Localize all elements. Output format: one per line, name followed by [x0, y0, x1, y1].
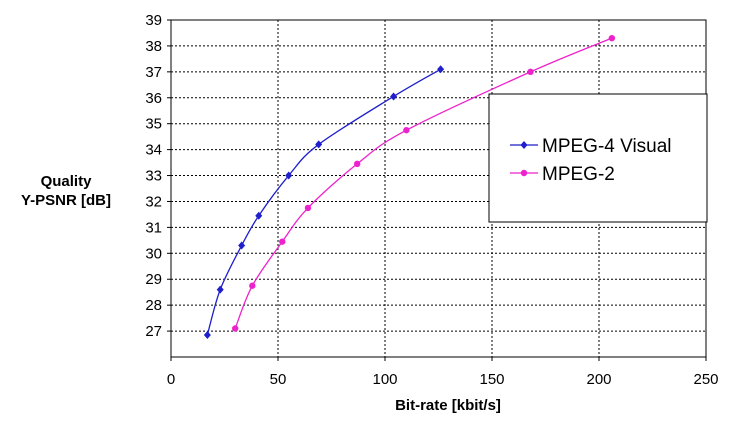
legend-label: MPEG-4 Visual [542, 136, 672, 157]
y-tick-label: 36 [145, 90, 162, 107]
x-axis-title: Bit-rate [kbit/s] [395, 397, 501, 414]
y-tick-label: 28 [145, 297, 162, 314]
y-axis-title-line-1: Quality [41, 173, 93, 190]
x-tick-label: 100 [372, 371, 397, 388]
y-tick-label: 27 [145, 323, 162, 340]
data-point [238, 241, 246, 250]
data-point [304, 204, 312, 212]
y-axis: 27 28 29 30 31 32 33 34 35 36 37 38 39 [145, 12, 171, 340]
series-line [206, 68, 441, 336]
series-1 [232, 34, 616, 332]
y-tick-label: 30 [145, 245, 162, 262]
y-axis-title-line-2: Y-PSNR [dB] [21, 192, 111, 209]
data-point [390, 92, 398, 101]
legend-marker [520, 169, 528, 177]
y-tick-label: 32 [145, 193, 162, 210]
legend-item: MPEG-4 Visual [510, 136, 672, 157]
data-point [216, 285, 224, 294]
data-point [279, 238, 286, 245]
y-tick-label: 34 [145, 142, 162, 159]
y-tick-label: 31 [145, 219, 162, 236]
legend-item: MPEG-2 [510, 164, 615, 185]
y-tick-label: 39 [145, 12, 162, 29]
data-point [315, 140, 323, 149]
data-point [403, 126, 410, 134]
data-point [608, 34, 616, 42]
legend: MPEG-4 Visual MPEG-2 [488, 93, 708, 223]
legend-marker [520, 141, 528, 149]
legend-label: MPEG-2 [542, 164, 615, 185]
y-tick-label: 29 [145, 271, 162, 288]
y-tick-label: 38 [145, 38, 162, 55]
y-tick-label: 35 [145, 116, 162, 133]
x-tick-label: 0 [167, 371, 175, 388]
x-tick-label: 200 [586, 371, 611, 388]
x-tick-label: 150 [479, 371, 504, 388]
x-axis: 0 50 100 150 200 250 [167, 357, 719, 388]
legend-box [488, 93, 708, 223]
data-point [249, 282, 256, 289]
y-tick-label: 37 [145, 64, 162, 81]
x-tick-label: 250 [693, 371, 718, 388]
data-point [527, 68, 534, 76]
y-tick-label: 33 [145, 168, 162, 185]
series-layer [203, 34, 616, 339]
x-tick-label: 50 [270, 371, 287, 388]
series-0 [203, 65, 445, 339]
data-point [255, 211, 263, 220]
data-point [353, 160, 361, 168]
data-point [285, 171, 293, 180]
data-point [437, 65, 445, 74]
data-point [203, 330, 211, 339]
data-point [232, 325, 239, 332]
